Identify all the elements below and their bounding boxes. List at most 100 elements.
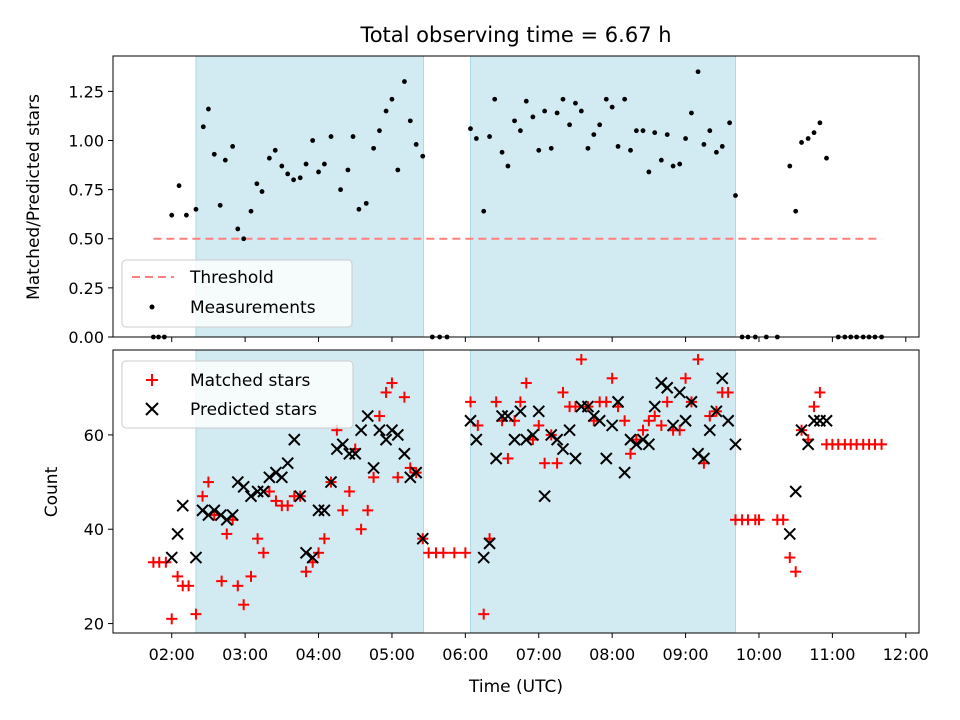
predicted-star-point	[648, 400, 661, 413]
top-xticks	[171, 337, 907, 342]
matched-star-point	[490, 396, 502, 408]
x-tick-label: 05:00	[369, 645, 415, 664]
predicted-star-point	[176, 499, 189, 512]
predicted-star-point	[611, 395, 625, 409]
predicted-star-point	[477, 551, 490, 564]
x-tick-label: 08:00	[589, 645, 635, 664]
matched-star-point	[245, 570, 257, 582]
measurement-point	[628, 147, 633, 153]
measurement-point	[487, 134, 492, 139]
measurement-point	[350, 134, 356, 139]
bottom-legend: Matched stars Predicted stars	[121, 360, 354, 429]
measurement-point	[266, 155, 272, 161]
bottom-ylabel: Count	[42, 466, 62, 517]
measurement-point	[383, 108, 389, 114]
matched-star-point	[318, 533, 330, 545]
x-tick-label: 12:00	[883, 645, 929, 664]
measurement-point	[713, 149, 719, 155]
top-yticks: 0.00 0.25 0.50 0.75 1.00 1.25	[68, 82, 113, 347]
predicted-star-point	[605, 419, 619, 432]
predicted-star-point	[257, 485, 270, 498]
measurement-point	[176, 183, 182, 189]
x-tick-label: 02:00	[149, 645, 195, 664]
matched-star-point	[790, 566, 802, 578]
measurement-point	[193, 206, 199, 212]
measurement-point	[254, 181, 260, 187]
predicted-star-point	[409, 466, 423, 479]
measurement-point	[670, 163, 676, 169]
matched-star-point	[270, 495, 282, 507]
measurement-point	[652, 130, 658, 136]
measurement-point	[377, 128, 382, 134]
matched-star-point	[655, 419, 667, 431]
y-tick-label: 20	[84, 615, 104, 634]
measurement-point	[184, 212, 189, 218]
y-tick-label: 0.00	[68, 328, 104, 347]
matched-star-point	[704, 410, 716, 422]
predicted-star-point	[807, 414, 821, 427]
predicted-star-point	[679, 414, 692, 427]
measurement-point	[530, 114, 536, 120]
bottom-xlabel: Time (UTC)	[468, 677, 563, 697]
measurement-point	[473, 136, 479, 141]
measurement-point	[542, 108, 548, 114]
measurement-point	[395, 167, 401, 173]
predicted-star-point	[293, 490, 307, 503]
predicted-star-point	[324, 475, 338, 489]
predicted-star-point	[526, 428, 540, 442]
predicted-star-point	[520, 433, 533, 446]
predicted-star-point	[312, 504, 325, 517]
matched-star-point	[619, 415, 631, 427]
measurement-point	[664, 132, 670, 138]
measurement-point	[345, 167, 351, 173]
matched-star-point	[661, 396, 673, 408]
predicted-star-point	[373, 423, 386, 437]
predicted-star-point	[685, 395, 698, 409]
matched-star-point	[437, 547, 449, 559]
matched-star-point	[166, 613, 178, 625]
measurement-point	[689, 110, 694, 116]
matched-star-point	[502, 452, 514, 464]
matched-star-point	[337, 504, 349, 516]
predicted-star-point	[354, 423, 368, 437]
bottom-yticks: 20 40 60	[84, 426, 113, 634]
legend-frame	[121, 259, 353, 328]
y-tick-label: 0.25	[68, 279, 104, 298]
predicted-star-point	[165, 551, 178, 564]
measurement-point	[585, 145, 591, 151]
predicted-star-point	[237, 480, 250, 493]
matched-star-point	[722, 386, 734, 398]
predicted-star-point	[716, 372, 729, 385]
matched-star-point	[478, 608, 490, 620]
measurement-point	[413, 142, 419, 147]
matched-star-point	[637, 424, 649, 436]
predicted-star-point	[820, 414, 833, 427]
y-tick-label: 1.00	[68, 131, 104, 150]
observing-band	[469, 55, 736, 338]
matched-star-point	[514, 396, 526, 408]
predicted-star-point	[398, 447, 411, 460]
predicted-star-point	[391, 428, 405, 442]
observing-band	[469, 349, 736, 634]
matched-star-point	[300, 566, 312, 578]
measurement-point	[468, 126, 473, 132]
y-tick-label: 40	[84, 520, 104, 539]
legend-predicted-label: Predicted stars	[190, 400, 317, 420]
matched-star-point	[520, 377, 532, 389]
y-tick-label: 0.75	[68, 181, 104, 200]
top-axes-frame	[112, 55, 920, 338]
matched-star-point	[464, 396, 476, 408]
y-tick-label: 1.25	[68, 82, 104, 101]
x-tick-label: 11:00	[809, 645, 855, 664]
predicted-star-point	[661, 381, 674, 394]
measurement-point	[272, 147, 278, 153]
predicted-star-point	[495, 409, 509, 423]
matched-star-point	[459, 547, 471, 559]
matched-star-point	[232, 580, 244, 592]
x-tick-label: 04:00	[295, 645, 341, 664]
measurement-point	[316, 169, 321, 175]
measurement-point	[241, 236, 247, 242]
x-tick-label: 07:00	[516, 645, 562, 664]
measurement-point	[609, 104, 615, 110]
predicted-star-point	[789, 485, 802, 498]
